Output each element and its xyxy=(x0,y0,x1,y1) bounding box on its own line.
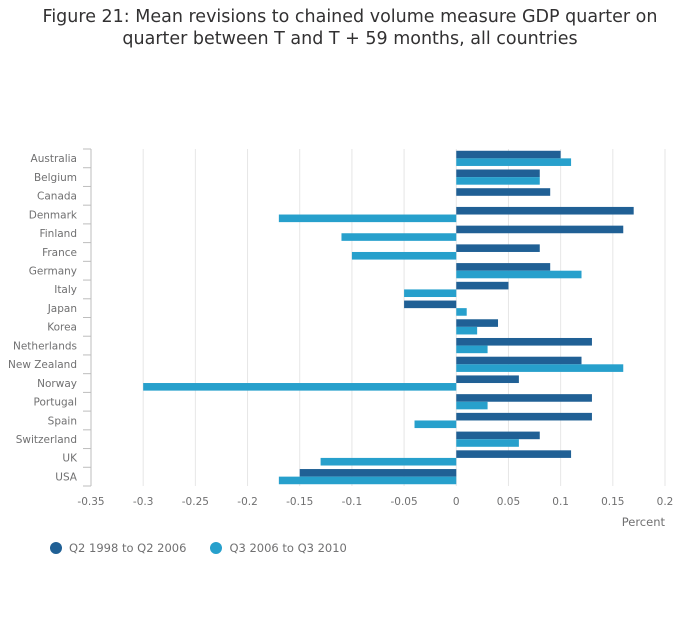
bar[interactable] xyxy=(414,420,457,429)
y-tick-label: Netherlands xyxy=(13,340,77,352)
y-tick-label: Germany xyxy=(29,265,77,277)
bar[interactable] xyxy=(456,401,488,410)
bar[interactable] xyxy=(456,326,478,335)
bar[interactable] xyxy=(456,177,540,185)
legend-label-series-2: Q3 2006 to Q3 2010 xyxy=(229,541,347,555)
bar[interactable] xyxy=(320,457,457,466)
bar[interactable] xyxy=(404,289,457,298)
bar[interactable] xyxy=(341,233,457,241)
y-tick-label: Japan xyxy=(47,303,77,315)
y-tick-label: Finland xyxy=(39,228,77,240)
legend-swatch-series-2 xyxy=(210,542,223,554)
y-tick-label: Norway xyxy=(37,378,77,390)
y-tick-label: Portugal xyxy=(34,397,78,409)
y-tick-label: New Zealand xyxy=(8,359,77,371)
y-tick-label: Canada xyxy=(37,191,77,203)
grid-lines xyxy=(142,149,666,486)
bar[interactable] xyxy=(143,383,457,391)
legend-label-series-1: Q2 1998 to Q2 2006 xyxy=(69,541,187,555)
x-tick-label: 0.1 xyxy=(552,496,569,508)
y-tick-label: France xyxy=(42,247,77,259)
x-tick-label: -0.05 xyxy=(391,496,418,508)
legend: Q2 1998 to Q2 2006 Q3 2006 to Q3 2010 xyxy=(50,541,347,555)
bar[interactable] xyxy=(456,270,582,279)
bar[interactable] xyxy=(456,345,488,354)
chart-title-line-1: Figure 21: Mean revisions to chained vol… xyxy=(42,7,658,27)
bar[interactable] xyxy=(456,169,540,178)
y-tick-label: Spain xyxy=(48,415,77,427)
x-tick-label: 0.2 xyxy=(657,496,674,508)
x-tick-label: -0.25 xyxy=(182,496,209,508)
y-tick-label: Italy xyxy=(54,284,77,296)
bar[interactable] xyxy=(456,364,624,372)
bar[interactable] xyxy=(456,308,467,316)
y-tick-label: USA xyxy=(55,471,78,483)
x-tick-label: -0.15 xyxy=(286,496,313,508)
bar[interactable] xyxy=(456,394,592,402)
y-tick-label: Switzerland xyxy=(16,434,77,446)
chart-title: Figure 21: Mean revisions to chained vol… xyxy=(0,6,700,50)
x-tick-label: -0.35 xyxy=(77,496,104,508)
chart-title-line-2: quarter between T and T + 59 months, all… xyxy=(122,29,578,49)
bar[interactable] xyxy=(456,319,499,327)
bar[interactable] xyxy=(456,150,561,159)
bar[interactable] xyxy=(278,214,457,223)
y-tick-label: Australia xyxy=(31,153,77,165)
bar[interactable] xyxy=(299,469,457,477)
bar[interactable] xyxy=(456,158,572,166)
bar[interactable] xyxy=(456,244,540,252)
legend-swatch-series-1 xyxy=(50,542,62,554)
bar[interactable] xyxy=(456,439,519,447)
bar[interactable] xyxy=(456,431,540,440)
x-axis-label: Percent xyxy=(622,515,666,529)
x-axis-ticks: -0.35 -0.3 -0.25 -0.2 -0.15 -0.1 -0.05 0 0.05 0.1… xyxy=(77,496,673,508)
bars xyxy=(143,150,634,485)
y-axis: Australia Belgium Canada Denmark Finland Fran… xyxy=(8,148,92,487)
y-tick-label: UK xyxy=(62,453,78,465)
bar[interactable] xyxy=(456,412,592,421)
x-tick-label: -0.3 xyxy=(133,496,154,508)
bar[interactable] xyxy=(404,300,457,309)
bar[interactable] xyxy=(456,281,509,290)
bar[interactable] xyxy=(456,375,519,384)
bar[interactable] xyxy=(456,356,582,365)
x-tick-label: 0.05 xyxy=(497,496,520,508)
y-tick-label: Belgium xyxy=(34,172,77,184)
y-tick-label: Denmark xyxy=(29,209,78,221)
x-tick-label: 0.15 xyxy=(601,496,624,508)
x-tick-label: -0.2 xyxy=(237,496,258,508)
bar[interactable] xyxy=(456,337,592,346)
bar[interactable] xyxy=(456,206,634,215)
x-tick-label: -0.1 xyxy=(342,496,363,508)
y-tick-label: Korea xyxy=(47,322,77,334)
bar[interactable] xyxy=(351,251,457,260)
legend-item-series-1[interactable]: Q2 1998 to Q2 2006 xyxy=(50,541,186,555)
x-tick-label: 0 xyxy=(453,496,460,508)
bar[interactable] xyxy=(278,476,457,485)
bar[interactable] xyxy=(456,188,551,196)
legend-item-series-2[interactable]: Q3 2006 to Q3 2010 xyxy=(210,541,347,555)
bar[interactable] xyxy=(456,263,551,271)
bar[interactable] xyxy=(456,450,572,458)
bar[interactable] xyxy=(456,225,624,234)
